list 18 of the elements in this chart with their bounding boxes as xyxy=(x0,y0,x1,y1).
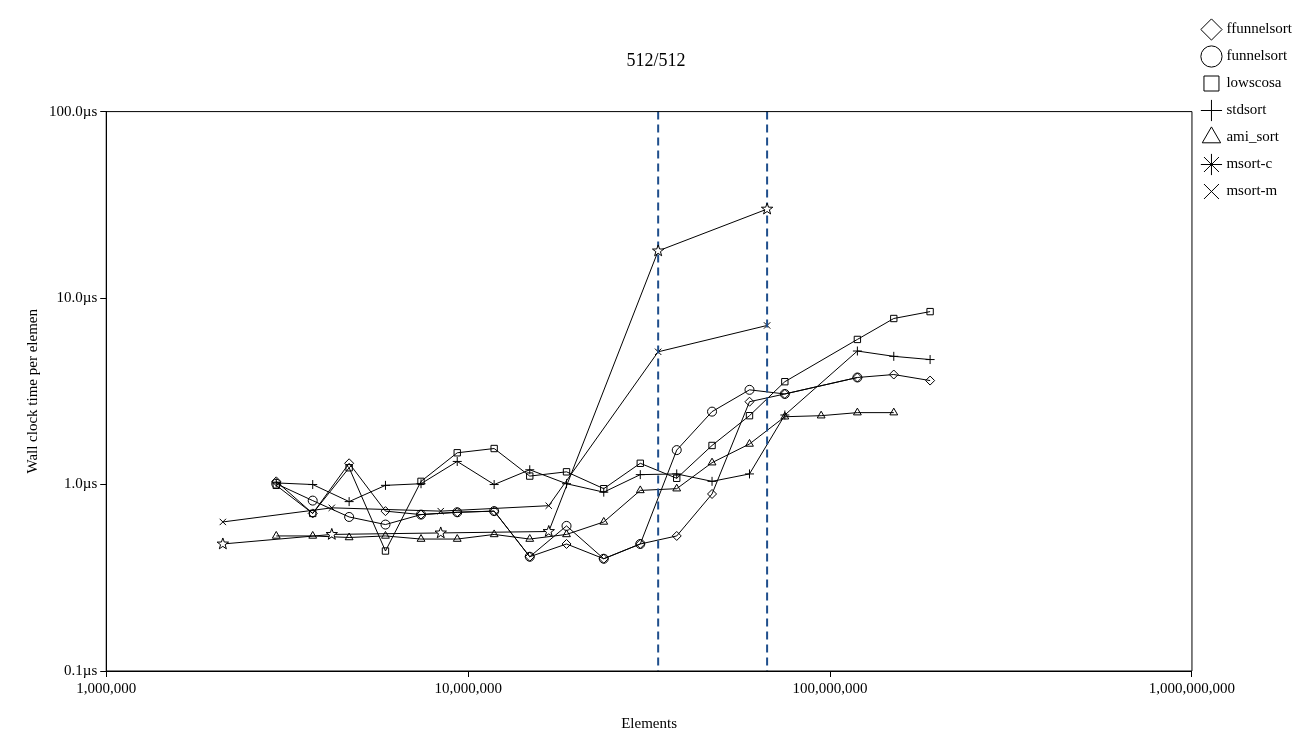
legend-label: msort-m xyxy=(1226,182,1278,199)
legend-label: ffunnelsort xyxy=(1226,20,1293,37)
y-tick-label: 0.1µs xyxy=(64,661,98,678)
y-tick-label: 1.0µs xyxy=(64,475,98,492)
legend-label: stdsort xyxy=(1226,101,1268,118)
x-axis-title: Elements xyxy=(621,714,678,731)
x-tick-label: 1,000,000 xyxy=(76,679,137,696)
x-tick-label: 100,000,000 xyxy=(792,679,868,696)
y-axis-title: Wall clock time per elemen xyxy=(23,308,40,474)
x-tick-label: 1,000,000,000 xyxy=(1148,679,1236,696)
y-tick-label: 10.0µs xyxy=(56,289,98,305)
legend-label: funnelsort xyxy=(1226,47,1289,64)
y-tick-label: 100.0µs xyxy=(49,102,98,119)
legend-label: lowscosa xyxy=(1226,74,1282,91)
legend-label: msort-c xyxy=(1226,155,1273,172)
x-tick-label: 10,000,000 xyxy=(434,679,502,696)
chart-title: 512/512 xyxy=(626,49,686,70)
legend-label: ami_sort xyxy=(1226,128,1280,145)
